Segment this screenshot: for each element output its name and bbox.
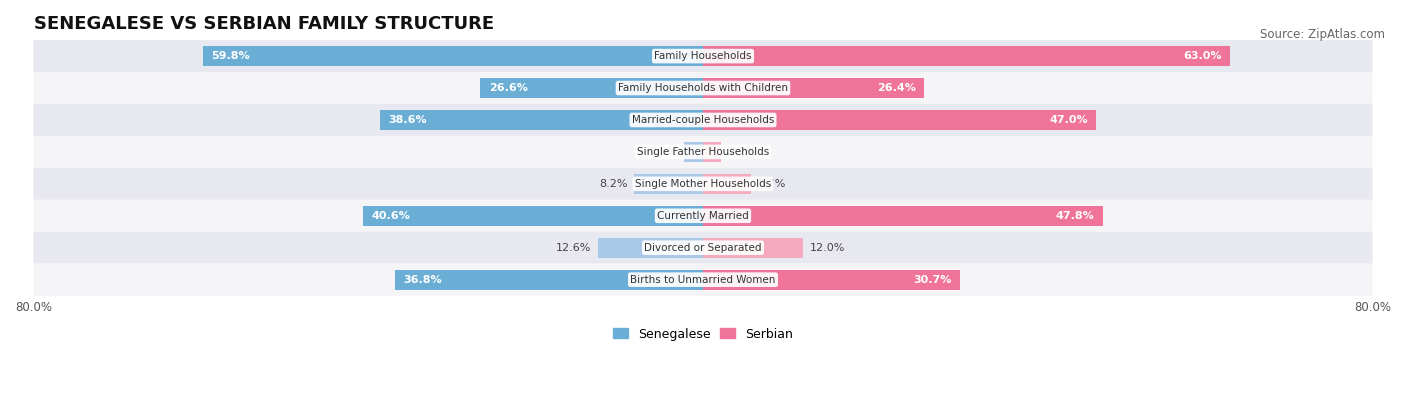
FancyBboxPatch shape xyxy=(34,168,1372,200)
Bar xyxy=(395,270,703,290)
Bar xyxy=(703,238,803,258)
Text: 8.2%: 8.2% xyxy=(599,179,627,189)
Text: 5.7%: 5.7% xyxy=(758,179,786,189)
Text: Married-couple Households: Married-couple Households xyxy=(631,115,775,125)
Text: Family Households: Family Households xyxy=(654,51,752,61)
Bar xyxy=(481,78,703,98)
Text: 26.6%: 26.6% xyxy=(489,83,527,93)
Text: Births to Unmarried Women: Births to Unmarried Women xyxy=(630,275,776,285)
Text: 59.8%: 59.8% xyxy=(211,51,249,61)
Text: 36.8%: 36.8% xyxy=(404,275,441,285)
Text: 40.6%: 40.6% xyxy=(371,211,411,221)
Bar xyxy=(703,206,1104,226)
Text: 26.4%: 26.4% xyxy=(877,83,915,93)
FancyBboxPatch shape xyxy=(34,136,1372,168)
FancyBboxPatch shape xyxy=(34,264,1372,295)
Text: 2.3%: 2.3% xyxy=(648,147,678,157)
Bar xyxy=(363,206,703,226)
Text: Single Mother Households: Single Mother Households xyxy=(636,179,770,189)
Text: 38.6%: 38.6% xyxy=(388,115,427,125)
Bar xyxy=(703,174,751,194)
Text: 12.0%: 12.0% xyxy=(810,243,845,253)
FancyBboxPatch shape xyxy=(34,200,1372,232)
Bar xyxy=(202,46,703,66)
FancyBboxPatch shape xyxy=(34,232,1372,264)
Bar xyxy=(598,238,703,258)
Text: 2.2%: 2.2% xyxy=(728,147,756,157)
Bar xyxy=(703,110,1097,130)
Text: 30.7%: 30.7% xyxy=(912,275,952,285)
Bar xyxy=(703,142,721,162)
Bar xyxy=(703,46,1230,66)
Bar xyxy=(703,270,960,290)
Bar xyxy=(703,78,924,98)
Bar xyxy=(683,142,703,162)
Text: SENEGALESE VS SERBIAN FAMILY STRUCTURE: SENEGALESE VS SERBIAN FAMILY STRUCTURE xyxy=(34,15,494,33)
Text: 47.8%: 47.8% xyxy=(1056,211,1095,221)
FancyBboxPatch shape xyxy=(34,72,1372,104)
Text: 12.6%: 12.6% xyxy=(555,243,591,253)
FancyBboxPatch shape xyxy=(34,104,1372,136)
Text: Family Households with Children: Family Households with Children xyxy=(619,83,787,93)
Text: Source: ZipAtlas.com: Source: ZipAtlas.com xyxy=(1260,28,1385,41)
FancyBboxPatch shape xyxy=(34,40,1372,72)
Text: Single Father Households: Single Father Households xyxy=(637,147,769,157)
Text: 63.0%: 63.0% xyxy=(1184,51,1222,61)
Bar xyxy=(380,110,703,130)
Text: Divorced or Separated: Divorced or Separated xyxy=(644,243,762,253)
Text: 47.0%: 47.0% xyxy=(1049,115,1088,125)
Legend: Senegalese, Serbian: Senegalese, Serbian xyxy=(607,323,799,346)
Bar xyxy=(634,174,703,194)
Text: Currently Married: Currently Married xyxy=(657,211,749,221)
